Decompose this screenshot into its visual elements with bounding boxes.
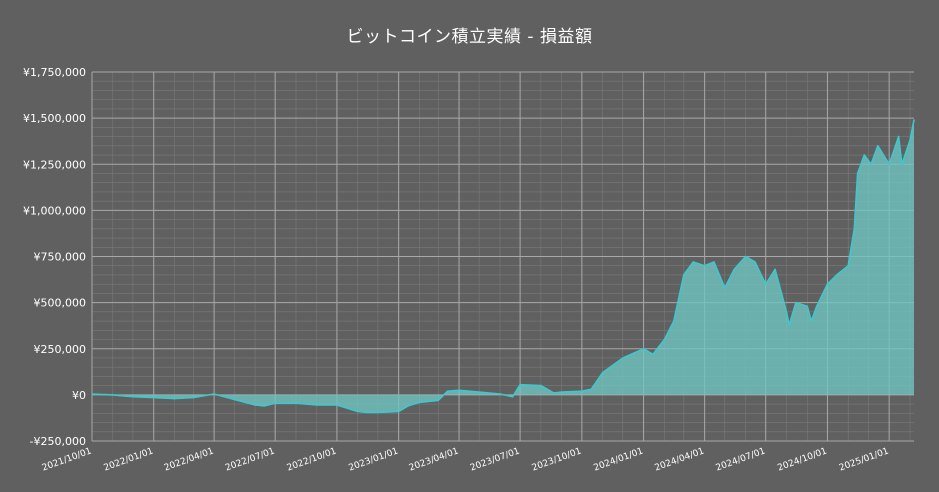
data-point (519, 383, 521, 386)
data-point (815, 305, 818, 308)
data-point (713, 261, 715, 263)
data-point (316, 404, 318, 406)
data-point (91, 393, 93, 395)
data-point (418, 401, 421, 404)
data-point (192, 396, 195, 399)
x-tick-label: 2024/10/01 (776, 446, 828, 473)
y-tick-label: ¥250,000 (34, 343, 87, 356)
data-point (810, 320, 813, 322)
data-point (552, 392, 555, 394)
data-point (173, 397, 176, 400)
data-point (540, 384, 542, 387)
x-tick-label: 2023/01/01 (348, 446, 400, 473)
data-point (909, 139, 911, 142)
data-point (152, 396, 155, 399)
data-point (356, 410, 359, 413)
data-point (703, 264, 706, 267)
data-point (213, 393, 215, 395)
profit-area (92, 120, 914, 413)
data-point (788, 324, 790, 326)
data-point (233, 398, 236, 401)
data-point (499, 393, 501, 395)
data-point (366, 411, 368, 414)
data-point (673, 320, 675, 322)
data-point (437, 399, 440, 402)
data-point (897, 135, 900, 138)
data-point (806, 305, 809, 308)
data-point (458, 389, 460, 392)
data-point (663, 338, 666, 341)
data-point (112, 394, 114, 396)
x-axis-ticks: 2021/10/01 2022/01/01 2022/04/01 2022/07/01… (41, 446, 890, 473)
data-point (724, 287, 726, 289)
data-point (132, 395, 134, 398)
data-point (590, 388, 592, 391)
data-point (754, 261, 756, 263)
data-point (263, 405, 266, 407)
data-point (407, 405, 409, 407)
x-tick-label: 2023/07/01 (469, 446, 521, 473)
y-axis-ticks: -¥250,000 ¥0 ¥250,000 ¥500,000 ¥750,000 ¥1,00… (23, 66, 86, 448)
data-point (863, 154, 866, 156)
y-tick-label: ¥500,000 (34, 297, 87, 310)
y-tick-label: ¥1,000,000 (23, 204, 86, 217)
y-tick-label: ¥0 (72, 389, 86, 402)
data-point (870, 163, 872, 166)
data-point (446, 390, 449, 393)
data-point (888, 163, 890, 166)
data-point (901, 163, 903, 166)
data-point (795, 301, 797, 304)
x-tick-label: 2024/04/01 (654, 446, 706, 473)
x-tick-label: 2022/04/01 (163, 446, 215, 473)
y-tick-label: -¥250,000 (30, 435, 86, 448)
area-layer (91, 119, 915, 414)
x-tick-label: 2022/07/01 (224, 446, 276, 473)
data-point (774, 268, 776, 271)
data-point (581, 390, 583, 393)
data-point (683, 274, 685, 276)
x-tick-label: 2022/01/01 (103, 446, 155, 473)
data-point (764, 283, 767, 286)
data-point (836, 274, 838, 276)
data-point (826, 283, 829, 286)
data-point (733, 268, 735, 271)
data-point (295, 402, 297, 405)
data-point (478, 391, 481, 393)
data-point (785, 311, 788, 313)
data-point (397, 410, 400, 413)
data-point (560, 391, 563, 393)
data-point (744, 255, 747, 258)
x-tick-label: 2023/04/01 (408, 446, 460, 473)
y-tick-label: ¥1,250,000 (23, 158, 86, 171)
data-point (652, 353, 654, 356)
y-tick-label: ¥750,000 (34, 251, 87, 264)
data-point (856, 172, 859, 175)
chart-title: ビットコイン積立実績 - 損益額 (346, 27, 593, 47)
x-tick-label: 2024/07/01 (715, 446, 767, 473)
data-point (622, 357, 624, 359)
data-point (377, 411, 379, 414)
x-tick-label: 2023/10/01 (531, 446, 583, 473)
y-tick-label: ¥1,750,000 (23, 66, 86, 79)
data-point (274, 402, 277, 405)
data-point (254, 404, 256, 406)
data-point (601, 371, 604, 374)
data-point (336, 404, 338, 406)
data-point (847, 264, 849, 267)
x-tick-label: 2022/10/01 (286, 446, 338, 473)
x-tick-label: 2024/01/01 (592, 446, 644, 473)
data-point (877, 145, 879, 147)
x-tick-label: 2021/10/01 (41, 446, 93, 473)
data-point (853, 228, 856, 230)
data-point (642, 348, 645, 350)
data-point (913, 119, 915, 121)
data-point (511, 395, 514, 398)
y-tick-label: ¥1,500,000 (23, 112, 86, 125)
x-tick-label: 2025/01/01 (838, 446, 890, 473)
data-point (692, 261, 694, 263)
